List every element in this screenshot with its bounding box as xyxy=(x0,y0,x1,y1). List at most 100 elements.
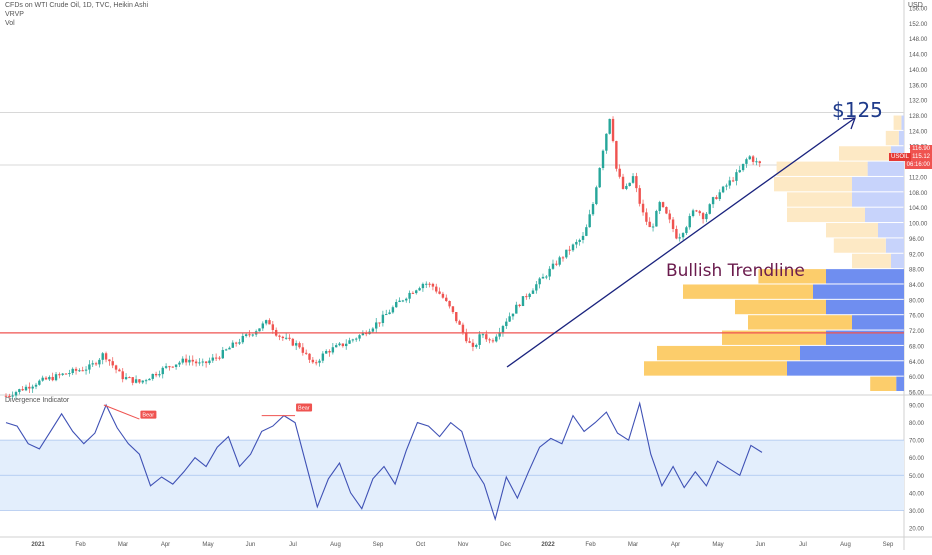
candle-body xyxy=(311,359,315,363)
candle-body xyxy=(234,342,238,344)
indicator-vol: Vol xyxy=(5,20,15,27)
candle-body xyxy=(371,328,375,332)
profile-bar-blue-9 xyxy=(891,253,904,269)
candle-body xyxy=(738,170,741,173)
candle-body xyxy=(675,228,678,239)
candle-body xyxy=(521,296,525,307)
candle-body xyxy=(508,316,511,322)
candle-body xyxy=(528,293,531,298)
candle-body xyxy=(78,370,81,372)
candle-body xyxy=(54,374,58,381)
candle-body xyxy=(94,363,98,365)
candle-body xyxy=(391,307,395,313)
profile-bar-blue-12 xyxy=(826,299,904,315)
candle-body xyxy=(468,341,471,343)
candle-body xyxy=(581,235,585,240)
candle-body xyxy=(431,283,435,287)
candle-body xyxy=(68,373,71,375)
candle-body xyxy=(231,342,234,348)
candle-body xyxy=(194,361,198,364)
candle-body xyxy=(228,347,231,350)
candle-body xyxy=(398,300,401,303)
candle-body xyxy=(44,377,48,380)
candle-body xyxy=(261,323,265,329)
candle-body xyxy=(555,263,558,265)
indicator-vrvp: VRVP xyxy=(5,11,24,18)
trend-arrowhead xyxy=(842,117,856,130)
osc-tick-label: 20.00 xyxy=(909,526,925,532)
candle-body xyxy=(88,364,91,370)
profile-bar-blue-0 xyxy=(901,115,904,130)
price-tick-label: 148.00 xyxy=(909,37,928,43)
candle-body xyxy=(138,379,141,383)
candle-body xyxy=(708,204,711,214)
candle-body xyxy=(418,288,421,291)
time-tick-label: Nov xyxy=(458,542,469,548)
time-tick-label: 2021 xyxy=(31,542,45,548)
candle-body xyxy=(28,386,31,389)
candle-body xyxy=(121,371,124,380)
candle-body xyxy=(598,167,601,188)
price-tick-label: 84.00 xyxy=(909,283,925,289)
candle-body xyxy=(41,377,44,381)
price-tick-label: 72.00 xyxy=(909,329,925,335)
candle-body xyxy=(591,204,595,215)
osc-tick-label: 40.00 xyxy=(909,491,925,497)
candle-body xyxy=(668,213,671,220)
candle-body xyxy=(324,351,328,354)
candle-body xyxy=(64,373,68,375)
candle-body xyxy=(651,226,655,228)
candle-body xyxy=(284,337,288,339)
candle-body xyxy=(721,186,725,193)
price-tick-label: 108.00 xyxy=(909,191,928,197)
target-label: $125 xyxy=(832,98,883,122)
candle-body xyxy=(148,378,151,381)
candle-body xyxy=(321,353,325,361)
bear-tag-text: Bear xyxy=(298,406,310,412)
candle-body xyxy=(661,202,665,208)
candle-body xyxy=(331,347,335,353)
candle-body xyxy=(131,377,134,383)
candle-body xyxy=(334,345,338,348)
candle-body xyxy=(415,290,418,294)
candle-body xyxy=(81,370,84,372)
candle-body xyxy=(565,249,568,258)
candle-body xyxy=(685,227,688,234)
candle-body xyxy=(101,353,104,360)
price-label: 115.12 xyxy=(910,153,932,161)
candle-body xyxy=(455,312,458,322)
candle-body xyxy=(568,249,571,251)
candle-body xyxy=(401,300,405,302)
candle-body xyxy=(21,389,24,391)
candle-body xyxy=(124,377,128,380)
price-tick-label: 88.00 xyxy=(909,268,925,274)
price-label-top: 116.90 xyxy=(910,145,932,153)
candle-body xyxy=(244,334,248,336)
candle-body xyxy=(58,374,61,376)
price-tick-label: 80.00 xyxy=(909,298,925,304)
candle-body xyxy=(168,366,171,368)
candle-body xyxy=(201,361,204,363)
candle-body xyxy=(715,197,718,200)
candle-body xyxy=(748,156,751,160)
candle-body xyxy=(601,150,605,168)
candle-body xyxy=(294,343,298,346)
profile-bar-blue-15 xyxy=(800,345,904,361)
candle-body xyxy=(471,342,475,347)
candle-body xyxy=(111,361,114,366)
candle-body xyxy=(405,298,408,301)
candle-body xyxy=(705,213,708,220)
candle-body xyxy=(438,291,441,294)
candle-body xyxy=(658,202,661,211)
candle-body xyxy=(361,332,365,336)
price-tick-label: 136.00 xyxy=(909,83,928,89)
profile-bar-gold-12 xyxy=(735,299,826,315)
candle-body xyxy=(655,210,658,227)
divergence-line-1 xyxy=(103,404,140,420)
candle-body xyxy=(718,192,721,200)
candle-body xyxy=(628,182,631,186)
time-tick-label: Oct xyxy=(416,542,426,548)
candle-body xyxy=(395,302,398,308)
candle-body xyxy=(74,368,78,371)
